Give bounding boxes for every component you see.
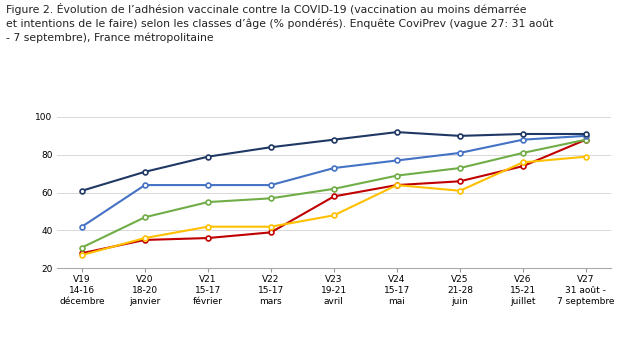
≥ 65 [330, 138, 338, 142]
18-24 [519, 164, 527, 168]
25-34 [519, 160, 527, 164]
25-34 [393, 183, 401, 187]
35-49 [330, 187, 338, 191]
≥ 65 [456, 134, 464, 138]
18-24 [582, 138, 590, 142]
≥ 65 [582, 132, 590, 136]
25-34 [141, 236, 149, 240]
50-64 [582, 134, 590, 138]
≥ 65 [519, 132, 527, 136]
18-24 [141, 238, 149, 242]
35-49 [393, 173, 401, 178]
50-64 [456, 151, 464, 155]
25-34 [456, 189, 464, 193]
≥ 65 [267, 145, 275, 149]
18-24 [204, 236, 212, 240]
≥ 65 [78, 189, 86, 193]
35-49 [78, 246, 86, 250]
35-49 [267, 196, 275, 200]
50-64 [141, 183, 149, 187]
Line: 25-34: 25-34 [79, 154, 588, 258]
50-64 [267, 183, 275, 187]
18-24 [267, 230, 275, 235]
50-64 [78, 225, 86, 229]
≥ 65 [141, 170, 149, 174]
35-49 [582, 138, 590, 142]
35-49 [141, 215, 149, 219]
Line: ≥ 65: ≥ 65 [79, 130, 588, 193]
50-64 [519, 138, 527, 142]
18-24 [78, 251, 86, 255]
≥ 65 [204, 154, 212, 159]
18-24 [393, 183, 401, 187]
35-49 [519, 151, 527, 155]
50-64 [393, 158, 401, 162]
Text: Figure 2. Évolution de l’adhésion vaccinale contre la COVID-19 (vaccination au m: Figure 2. Évolution de l’adhésion vaccin… [6, 3, 554, 43]
≥ 65 [393, 130, 401, 134]
Line: 35-49: 35-49 [79, 137, 588, 250]
18-24 [330, 194, 338, 198]
Line: 50-64: 50-64 [79, 133, 588, 229]
25-34 [582, 154, 590, 159]
50-64 [330, 166, 338, 170]
18-24 [456, 179, 464, 183]
25-34 [330, 213, 338, 217]
35-49 [456, 166, 464, 170]
25-34 [78, 253, 86, 257]
25-34 [204, 225, 212, 229]
35-49 [204, 200, 212, 204]
50-64 [204, 183, 212, 187]
Line: 18-24: 18-24 [79, 137, 588, 256]
25-34 [267, 225, 275, 229]
